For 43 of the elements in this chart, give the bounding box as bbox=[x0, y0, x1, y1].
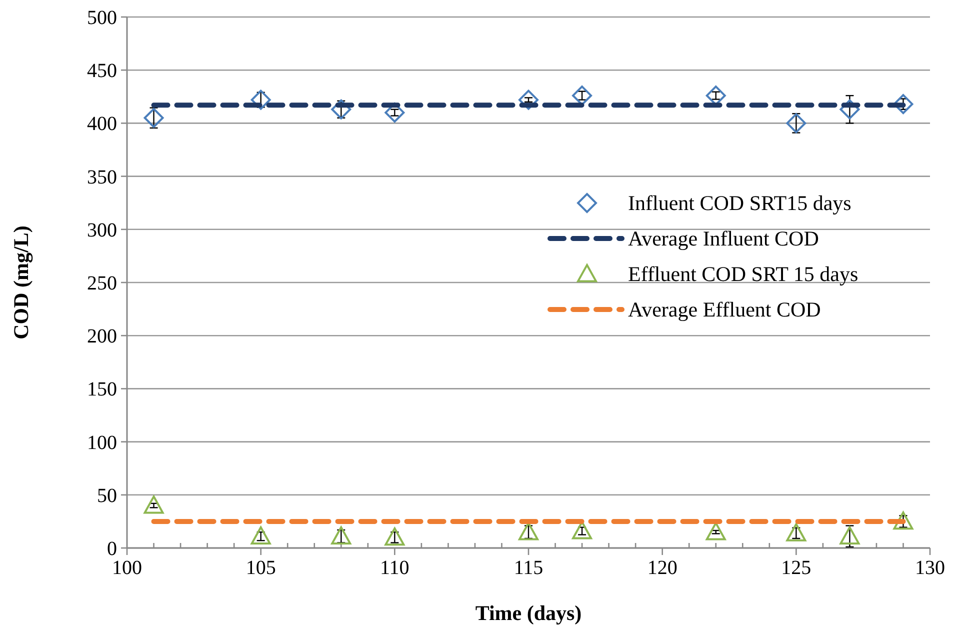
x-tick-label: 130 bbox=[915, 557, 945, 579]
point bbox=[706, 522, 726, 540]
y-axis-title: COD (mg/L) bbox=[9, 226, 33, 340]
point bbox=[893, 511, 914, 530]
x-tick-label: 125 bbox=[781, 557, 812, 579]
point bbox=[384, 527, 405, 546]
y-tick-label: 400 bbox=[87, 113, 117, 136]
point bbox=[250, 90, 271, 110]
point bbox=[893, 94, 914, 114]
y-tick-label: 0 bbox=[107, 538, 117, 560]
x-tick-label: 120 bbox=[647, 557, 678, 579]
point bbox=[786, 113, 806, 134]
legend-label: Effluent COD SRT 15 days bbox=[628, 262, 858, 286]
point bbox=[144, 496, 164, 514]
y-tick-label: 150 bbox=[87, 378, 117, 401]
legend-label: Influent COD SRT15 days bbox=[628, 191, 852, 215]
x-tick-label: 105 bbox=[246, 557, 276, 579]
point bbox=[840, 526, 860, 545]
y-tick-label: 100 bbox=[87, 432, 117, 454]
point bbox=[331, 99, 352, 120]
y-tick-label: 250 bbox=[87, 272, 117, 294]
y-tick-label: 200 bbox=[87, 326, 117, 348]
y-tick-label: 300 bbox=[87, 219, 117, 242]
legend-label: Average Influent COD bbox=[628, 226, 819, 250]
x-tick-label: 110 bbox=[380, 557, 410, 579]
x-tick-label: 100 bbox=[112, 557, 142, 579]
y-tick-label: 450 bbox=[87, 60, 117, 82]
point bbox=[786, 523, 806, 542]
point bbox=[572, 86, 592, 106]
point bbox=[384, 102, 405, 123]
point bbox=[250, 526, 271, 545]
legend-label: Average Effluent COD bbox=[628, 298, 821, 322]
point bbox=[144, 108, 164, 128]
point bbox=[331, 526, 352, 545]
x-tick-label: 115 bbox=[514, 557, 544, 579]
x-axis-title: Time (days) bbox=[475, 601, 582, 625]
point bbox=[518, 90, 538, 110]
point bbox=[518, 522, 538, 540]
point bbox=[840, 99, 860, 120]
y-tick-label: 500 bbox=[87, 7, 117, 29]
y-tick-label: 350 bbox=[87, 166, 117, 188]
point bbox=[572, 521, 592, 540]
y-tick-label: 50 bbox=[97, 484, 117, 507]
